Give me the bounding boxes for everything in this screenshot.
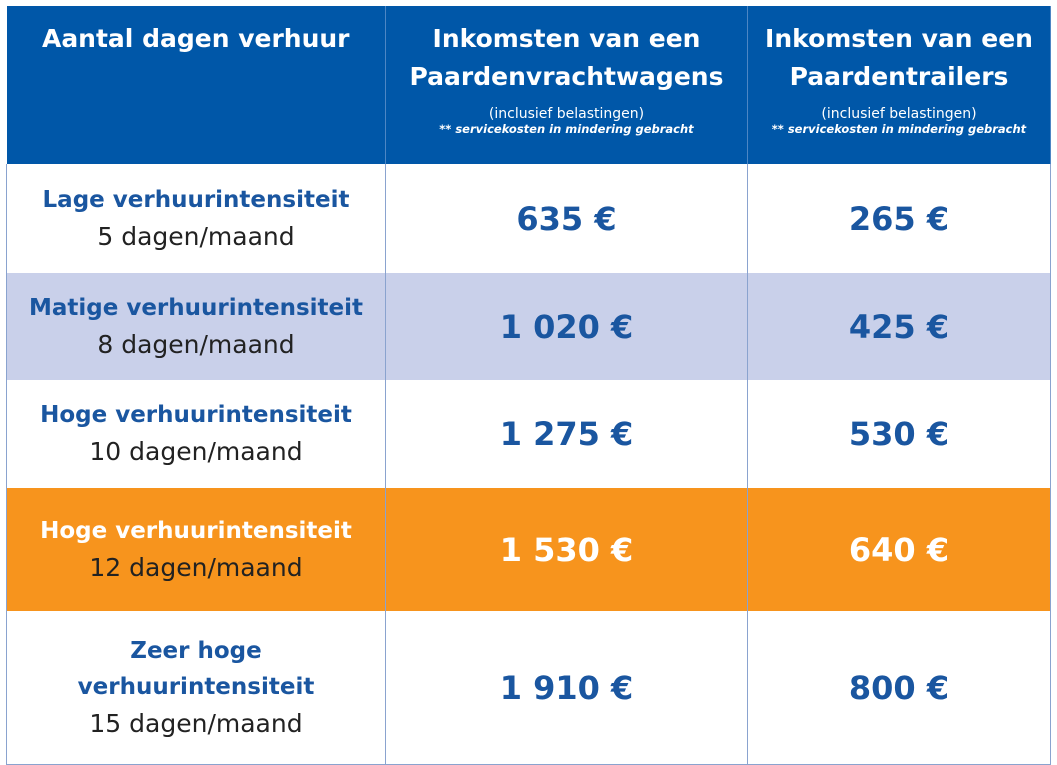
header-subnote: ** servicekosten in mindering gebracht	[439, 122, 694, 136]
header-cell: Inkomsten van een Paardenvrachtwagens (in…	[385, 6, 748, 164]
table-body: Lage verhuurintensiteit 5 dagen/maand 635 …	[6, 164, 1051, 765]
table-row: Hoge verhuurintensiteit 12 dagen/maand 1 5…	[6, 488, 1051, 611]
trailer-cell: 265 €	[747, 164, 1051, 273]
intensity-cell: Hoge verhuurintensiteit 12 dagen/maand	[6, 488, 386, 611]
truck-income: 1 275 €	[499, 415, 634, 453]
header-cell: Inkomsten van een Paardentrailers (inclus…	[747, 6, 1051, 164]
days-label: 5 dagen/maand	[97, 221, 295, 251]
truck-cell: 1 275 €	[385, 380, 748, 488]
header-title: Aantal dagen verhuur	[41, 24, 350, 53]
intensity-cell: Lage verhuurintensiteit 5 dagen/maand	[6, 164, 386, 273]
trailer-cell: 425 €	[747, 273, 1051, 380]
trailer-cell: 530 €	[747, 380, 1051, 488]
trailer-income: 425 €	[848, 307, 950, 346]
header-title: Inkomsten van een Paardentrailers	[765, 24, 1033, 91]
intensity-label: Matige verhuurintensiteit	[28, 294, 364, 321]
truck-cell: 635 €	[385, 164, 748, 273]
days-label: 15 dagen/maand	[89, 708, 303, 738]
truck-income: 635 €	[516, 199, 617, 238]
trailer-cell: 800 €	[747, 611, 1051, 765]
income-table: Aantal dagen verhuur Inkomsten van een Pa…	[6, 6, 1051, 765]
intensity-label: Zeer hoge verhuurintensiteit	[77, 637, 315, 700]
header-title: Inkomsten van een Paardenvrachtwagens	[409, 24, 724, 91]
intensity-label: Lage verhuurintensiteit	[42, 186, 350, 213]
table-row: Hoge verhuurintensiteit 10 dagen/maand 1 2…	[6, 380, 1051, 488]
intensity-label: Hoge verhuurintensiteit	[40, 402, 352, 428]
header-subnote: ** servicekosten in mindering gebracht	[771, 122, 1027, 136]
intensity-label: Hoge verhuurintensiteit	[40, 517, 352, 544]
trailer-income: 800 €	[848, 668, 950, 707]
trailer-income: 530 €	[848, 415, 950, 453]
trailer-income: 640 €	[848, 530, 950, 569]
table-row: Zeer hoge verhuurintensiteit 15 dagen/maa…	[6, 611, 1051, 765]
truck-cell: 1 910 €	[385, 611, 748, 765]
trailer-income: 265 €	[848, 199, 950, 238]
intensity-cell: Hoge verhuurintensiteit 10 dagen/maand	[6, 380, 386, 488]
header-row: Aantal dagen verhuur Inkomsten van een Pa…	[6, 6, 1051, 164]
header-note: (inclusief belastingen)	[488, 106, 645, 122]
table-row: Matige verhuurintensiteit 8 dagen/maand 1 …	[6, 273, 1051, 380]
intensity-cell: Zeer hoge verhuurintensiteit 15 dagen/maa…	[6, 611, 386, 765]
truck-income: 1 910 €	[499, 668, 634, 707]
table-row: Lage verhuurintensiteit 5 dagen/maand 635 …	[6, 164, 1051, 273]
days-label: 12 dagen/maand	[89, 552, 303, 582]
header-note: (inclusief belastingen)	[821, 106, 977, 122]
truck-cell: 1 530 €	[385, 488, 748, 611]
header-cell: Aantal dagen verhuur	[6, 6, 386, 164]
truck-cell: 1 020 €	[385, 273, 748, 380]
days-label: 8 dagen/maand	[97, 329, 295, 359]
days-label: 10 dagen/maand	[89, 437, 303, 466]
trailer-cell: 640 €	[747, 488, 1051, 611]
truck-income: 1 530 €	[499, 530, 634, 569]
intensity-cell: Matige verhuurintensiteit 8 dagen/maand	[6, 273, 386, 380]
truck-income: 1 020 €	[499, 307, 634, 346]
